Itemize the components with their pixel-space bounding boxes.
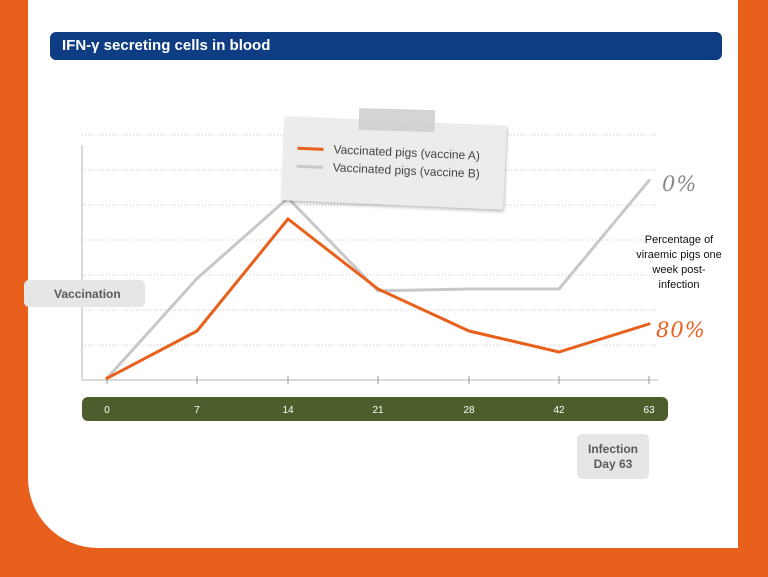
viraemic-note: Percentage of viraemic pigs one week pos…	[636, 234, 722, 291]
x-tick-label: 21	[372, 405, 384, 416]
data-point-vaccine-b	[647, 179, 651, 182]
x-tick-label: 0	[104, 405, 110, 416]
legend-label-vaccine-b: Vaccinated pigs (vaccine B)	[332, 160, 481, 181]
infection-label-line2: Day 63	[593, 456, 633, 471]
x-tick-label: 14	[282, 405, 294, 416]
vaccine-a-viraemic-percent: 80%	[656, 318, 706, 342]
chart-legend: Vaccinated pigs (vaccine A) Vaccinated p…	[281, 108, 507, 210]
x-tick-label: 42	[553, 405, 565, 416]
infection-label: Infection Day 63	[577, 434, 649, 479]
data-point-vaccine-b	[195, 277, 199, 280]
infection-label-line1: Infection	[588, 441, 638, 456]
data-point-vaccine-b	[557, 287, 561, 291]
series-line-vaccine-a	[105, 217, 651, 380]
x-tick-label: 7	[194, 405, 200, 416]
x-axis-band	[82, 397, 668, 421]
legend-item-vaccine-b: Vaccinated pigs (vaccine B)	[296, 159, 480, 181]
data-point-vaccine-a	[195, 329, 199, 333]
legend-label-vaccine-a: Vaccinated pigs (vaccine A)	[333, 142, 481, 163]
data-point-vaccine-b	[467, 287, 471, 291]
x-tick-label: 28	[463, 405, 475, 416]
data-point-vaccine-a	[286, 217, 290, 221]
legend-tape	[358, 108, 436, 133]
data-point-vaccine-a	[105, 376, 109, 380]
legend-swatch-vaccine-b	[296, 164, 323, 169]
data-point-vaccine-a	[557, 350, 561, 354]
vaccine-b-viraemic-percent: 0%	[662, 172, 698, 196]
vaccination-label: Vaccination	[24, 280, 145, 307]
data-point-vaccine-a	[376, 287, 380, 291]
chart-title: IFN-γ secreting cells in blood	[50, 32, 722, 60]
legend-swatch-vaccine-a	[297, 146, 324, 151]
data-point-vaccine-a	[647, 322, 651, 326]
x-tick-label: 63	[643, 405, 655, 416]
data-point-vaccine-a	[467, 329, 471, 333]
